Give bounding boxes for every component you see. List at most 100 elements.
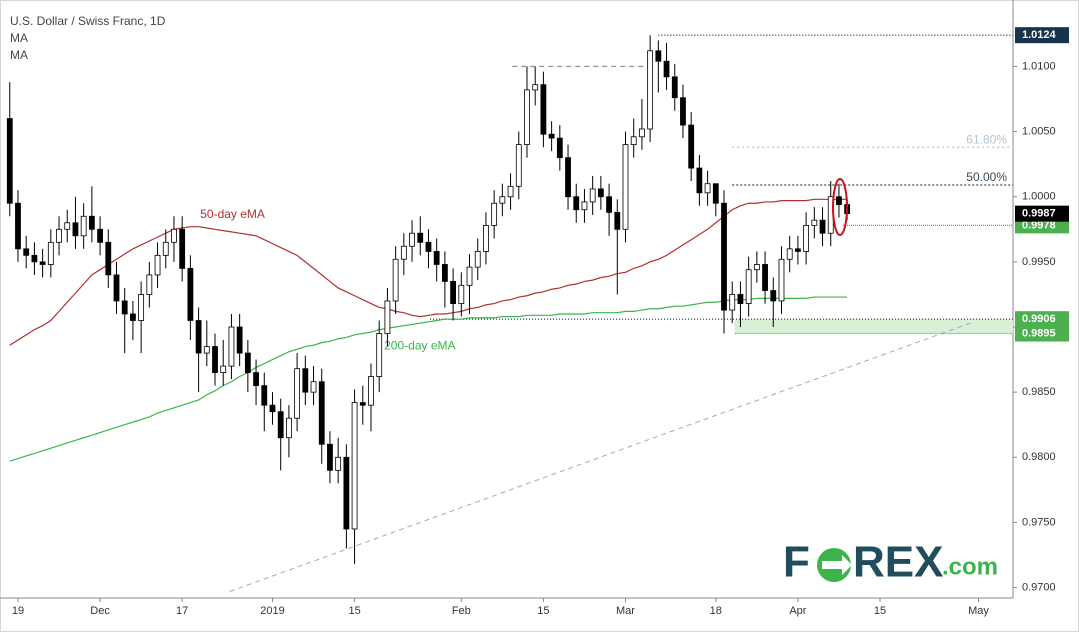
logo-arrow-head: [842, 555, 852, 575]
x-tick-label: Dec: [90, 605, 110, 617]
candle-body: [72, 222, 79, 237]
candle-body: [302, 368, 309, 393]
candle-body: [23, 248, 30, 256]
price-label: 1.0124: [1022, 29, 1057, 41]
candle-body: [286, 417, 292, 439]
candle-body: [179, 228, 186, 269]
candle-body: [376, 333, 383, 377]
candle-body: [655, 50, 662, 62]
candle-body: [647, 50, 654, 130]
price-label: 0.9895: [1022, 327, 1056, 339]
candle-body: [39, 261, 46, 265]
candle-body: [737, 294, 744, 304]
candle-body: [113, 274, 120, 302]
x-tick-label: 15: [874, 605, 886, 617]
candle-body: [630, 136, 637, 146]
candle-body: [384, 300, 391, 334]
candle-body: [524, 89, 530, 146]
y-tick-label: 0.9850: [1022, 386, 1056, 398]
x-tick-label: Apr: [789, 605, 806, 617]
candle-body: [532, 84, 539, 91]
x-tick-label: Mar: [616, 605, 635, 617]
candle-body: [15, 202, 21, 250]
candle-body: [409, 232, 415, 247]
candle-body: [343, 456, 350, 530]
support-zone: [734, 319, 1013, 334]
candle-body: [31, 254, 38, 263]
price-box: [1015, 205, 1069, 222]
candle-body: [400, 245, 407, 260]
candle-body: [392, 258, 399, 302]
y-tick-label: 0.9700: [1022, 581, 1056, 593]
y-tick-label: 0.9800: [1022, 451, 1056, 463]
candle-body: [6, 118, 13, 204]
candle-body: [253, 372, 259, 387]
candle-body: [458, 284, 465, 304]
candle-body: [753, 264, 760, 271]
ma-label: 200-day eMA: [384, 339, 455, 353]
candle-body: [811, 219, 818, 226]
candle-body: [671, 76, 678, 99]
ma-line: [9, 296, 848, 462]
candle-body: [47, 241, 54, 265]
candle-body: [244, 352, 251, 374]
x-tick-label: 19: [12, 605, 24, 617]
candle-body: [565, 157, 571, 198]
plot-area: 0.97000.97500.98000.98500.99000.99501.00…: [0, 0, 1069, 617]
candle-body: [64, 222, 71, 230]
candle-body: [441, 264, 448, 282]
y-tick-label: 0.9750: [1022, 516, 1056, 528]
logo-arrow: [822, 561, 844, 569]
price-box: [1015, 311, 1069, 328]
candle-body: [639, 128, 645, 138]
candle-body: [836, 196, 842, 205]
candle-body: [819, 219, 826, 234]
candle-body: [540, 84, 547, 135]
x-tick-label: 17: [176, 605, 188, 617]
candle-body: [680, 97, 686, 126]
candle-body: [351, 402, 358, 530]
y-tick-label: 1.0050: [1022, 125, 1056, 137]
ma-label: 50-day eMA: [200, 207, 265, 221]
candle-body: [803, 224, 810, 252]
candle-body: [105, 241, 112, 276]
candle-body: [762, 264, 768, 291]
candle-body: [721, 202, 727, 311]
candle-body: [88, 215, 95, 230]
candle-body: [203, 346, 210, 354]
x-tick-label: 15: [348, 605, 360, 617]
x-tick-label: Feb: [452, 605, 471, 617]
price-box: [1015, 27, 1069, 44]
candle-body: [80, 215, 87, 237]
price-label: 0.9987: [1022, 208, 1056, 220]
candle-body: [368, 376, 374, 406]
indicator-label: MA: [10, 31, 28, 45]
ma-line: [9, 198, 848, 346]
x-tick-label: 18: [710, 605, 722, 617]
candle-body: [696, 167, 703, 194]
level-label: 50.00%: [966, 170, 1007, 184]
candle-body: [589, 188, 596, 203]
candle-body: [121, 300, 128, 315]
candle-body: [236, 326, 243, 354]
candle-body: [556, 137, 563, 159]
indicator-label: MA: [10, 48, 28, 62]
candle-body: [335, 456, 342, 471]
candle-body: [548, 133, 555, 139]
candle-body: [56, 228, 62, 243]
candle-body: [138, 294, 145, 321]
x-tick-label: 15: [537, 605, 549, 617]
candle-body: [212, 346, 218, 374]
candle-body: [606, 196, 612, 213]
logo-text: F: [783, 538, 810, 587]
logo-text: .com: [942, 553, 998, 580]
candle-body: [581, 201, 588, 211]
candle-body: [507, 185, 514, 198]
candle-body: [294, 368, 301, 419]
candle-body: [770, 290, 777, 302]
candle-body: [597, 188, 604, 198]
candle-body: [515, 144, 522, 187]
candle-body: [491, 202, 498, 226]
